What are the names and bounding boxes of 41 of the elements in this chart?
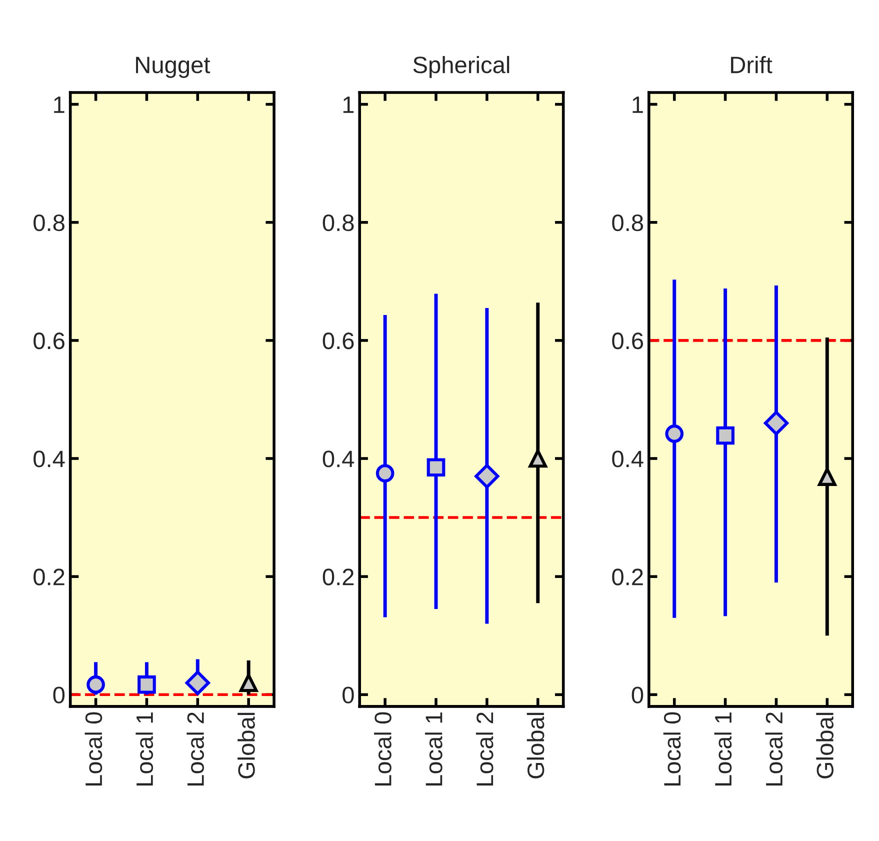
y-tick-label: 0.2: [322, 568, 354, 586]
x-tick-label: Local 1: [425, 712, 442, 786]
x-tick-label: Local 1: [714, 712, 732, 786]
x-tick-label: Local 0: [84, 712, 102, 786]
y-tick-label: 0.6: [612, 332, 644, 350]
y-tick-label: 0.8: [322, 214, 354, 232]
point: [818, 468, 836, 486]
point: [474, 464, 500, 489]
y-tick-label: 1: [343, 96, 354, 113]
x-tick-label: Local 2: [186, 712, 204, 786]
y-tick-label: 0.4: [612, 450, 644, 468]
point: [426, 458, 446, 477]
chart-title: Spherical: [413, 56, 510, 78]
y-tick-label: 0.6: [322, 332, 354, 350]
x-tick-label: Local 0: [663, 712, 681, 786]
y-tick-label: 1: [54, 96, 64, 113]
y-tick-label: 0.2: [612, 568, 643, 586]
y-tick-label: 0: [53, 686, 65, 704]
x-tick-label: Global: [526, 712, 544, 778]
point: [528, 449, 548, 468]
chart-title: Drift: [731, 56, 772, 74]
chart-title: Nugget: [136, 56, 210, 78]
point: [376, 464, 394, 482]
y-tick-label: 0.4: [34, 450, 65, 468]
point: [665, 424, 684, 443]
x-tick-label: Local 0: [374, 712, 392, 786]
y-tick-label: 0.6: [34, 332, 64, 350]
y-tick-label: 0.8: [34, 214, 64, 232]
point: [716, 426, 734, 445]
y-tick-label: 0.8: [612, 214, 644, 232]
x-tick-label: Global: [238, 712, 255, 778]
y-tick-label: 0: [632, 686, 644, 704]
y-tick-label: 1: [632, 96, 643, 113]
y-tick-label: 0: [342, 686, 354, 704]
x-tick-label: Local 2: [765, 712, 783, 786]
x-tick-label: Global: [816, 712, 834, 778]
point: [764, 410, 789, 436]
x-tick-label: Local 2: [476, 712, 494, 786]
y-tick-label: 0.2: [34, 568, 64, 586]
y-tick-label: 0.4: [322, 450, 354, 468]
x-tick-label: Local 1: [136, 712, 154, 786]
